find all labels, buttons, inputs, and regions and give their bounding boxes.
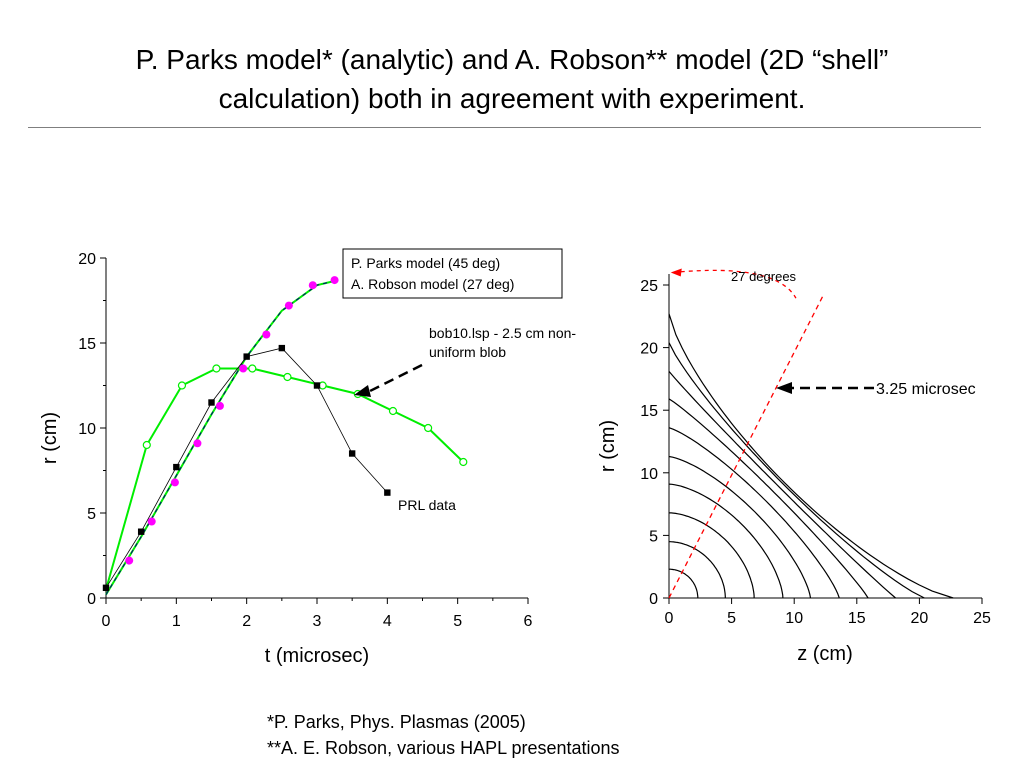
annotation-prl-data: PRL data — [398, 497, 456, 513]
parks-model-dashed-overlay — [105, 279, 339, 595]
shell-contour — [668, 313, 954, 599]
reference-angle-line — [668, 296, 824, 599]
x-tick-label: 3 — [313, 613, 322, 630]
shell-contour — [668, 455, 812, 599]
robson-point — [212, 364, 221, 373]
x-tick-label-right: 10 — [785, 610, 803, 627]
footnote-parks: *P. Parks, Phys. Plasmas (2005) — [267, 712, 526, 732]
prl-data-line — [105, 347, 388, 589]
shell-contour — [668, 371, 896, 599]
parks-point — [193, 439, 202, 448]
y-tick-label: 15 — [78, 336, 96, 353]
slide-title-line-2: calculation) both in agreement with expe… — [218, 83, 806, 114]
robson-point — [177, 381, 187, 390]
y-axis-label: r (cm) — [39, 412, 61, 464]
annotation-angle: 27 degrees — [731, 269, 797, 284]
right-chart: 0 5 10 15 20 25 0 5 10 15 20 25 r (cm) z (cm) 27 de… — [597, 268, 991, 665]
y-tick-label: 20 — [78, 251, 96, 268]
y-tick-label-right: 20 — [640, 341, 658, 358]
prl-data-point — [243, 353, 250, 360]
legend-box — [342, 248, 563, 299]
x-axis-label: t (microsec) — [265, 645, 369, 667]
blob-arrow-head — [354, 385, 371, 397]
x-tick-label: 1 — [172, 613, 181, 630]
parks-point — [284, 301, 293, 310]
parks-point — [239, 364, 248, 373]
shell-contour — [668, 342, 925, 599]
time-arrow-head — [776, 382, 792, 394]
robson-point — [283, 372, 292, 382]
y-tick-label: 5 — [87, 506, 96, 523]
prl-data-point — [348, 450, 356, 457]
parks-point — [308, 281, 317, 290]
x-axis-label-right: z (cm) — [797, 643, 853, 665]
y-tick-label: 0 — [87, 591, 96, 608]
x-tick-label-right: 15 — [848, 610, 866, 627]
prl-data-point — [102, 584, 110, 591]
footnote-robson: **A. E. Robson, various HAPL presentatio… — [267, 738, 620, 758]
title-divider — [28, 127, 981, 128]
parks-point — [125, 556, 134, 565]
robson-model-curve — [105, 367, 464, 590]
blob-arrow-line — [367, 363, 423, 394]
y-tick-label-right: 5 — [649, 528, 658, 545]
robson-point — [424, 423, 433, 433]
shell-contour — [668, 427, 840, 599]
shell-contour — [668, 398, 869, 599]
x-tick-label-right: 5 — [727, 610, 736, 627]
x-tick-label: 5 — [453, 613, 462, 630]
shell-contour — [669, 541, 726, 598]
y-tick-label-right: 15 — [640, 403, 658, 420]
x-tick-label: 2 — [242, 613, 251, 630]
prl-data-point — [278, 344, 286, 352]
x-tick-label-right: 20 — [911, 610, 929, 627]
parks-point — [262, 330, 271, 339]
robson-point — [142, 440, 151, 450]
left-chart: 0 1 2 3 4 5 6 0 5 10 15 20 r (cm) t (microsec) P. P… — [39, 248, 576, 667]
legend-item-parks: P. Parks model (45 deg) — [351, 255, 500, 271]
parks-point — [170, 478, 179, 487]
annotation-blob-line-1: bob10.lsp - 2.5 cm non- — [429, 325, 576, 341]
parks-model-curve — [105, 279, 339, 596]
legend-item-robson: A. Robson model (27 deg) — [351, 276, 514, 292]
angle-arc — [672, 269, 797, 299]
prl-data-point — [208, 399, 215, 406]
y-axis-label-right: r (cm) — [597, 420, 619, 472]
y-tick-label-right: 25 — [640, 278, 658, 295]
parks-point — [147, 517, 156, 526]
slide-title-line-1: P. Parks model* (analytic) and A. Robson… — [135, 44, 889, 75]
x-tick-label: 6 — [524, 613, 533, 630]
shell-contour — [669, 568, 699, 598]
y-tick-label-right: 10 — [640, 466, 658, 483]
x-tick-label-right: 0 — [665, 610, 674, 627]
annotation-time: 3.25 microsec — [876, 381, 976, 398]
robson-point — [248, 364, 257, 373]
prl-data-point — [384, 489, 391, 496]
x-tick-label-right: 25 — [973, 610, 991, 627]
y-tick-label: 10 — [78, 421, 96, 438]
shell-contour — [669, 512, 755, 598]
parks-point — [330, 276, 339, 285]
prl-data-point — [173, 463, 180, 471]
annotation-blob-line-2: uniform blob — [429, 344, 506, 360]
robson-point — [459, 457, 468, 467]
robson-point — [388, 406, 398, 416]
prl-data-point — [137, 528, 145, 535]
shell-contour — [668, 483, 784, 599]
x-tick-label: 0 — [102, 613, 111, 630]
prl-data-point — [313, 382, 321, 389]
y-tick-label-right: 0 — [649, 591, 658, 608]
parks-point — [215, 401, 224, 410]
x-tick-label: 4 — [383, 613, 392, 630]
angle-arc-arrowhead — [670, 268, 682, 277]
